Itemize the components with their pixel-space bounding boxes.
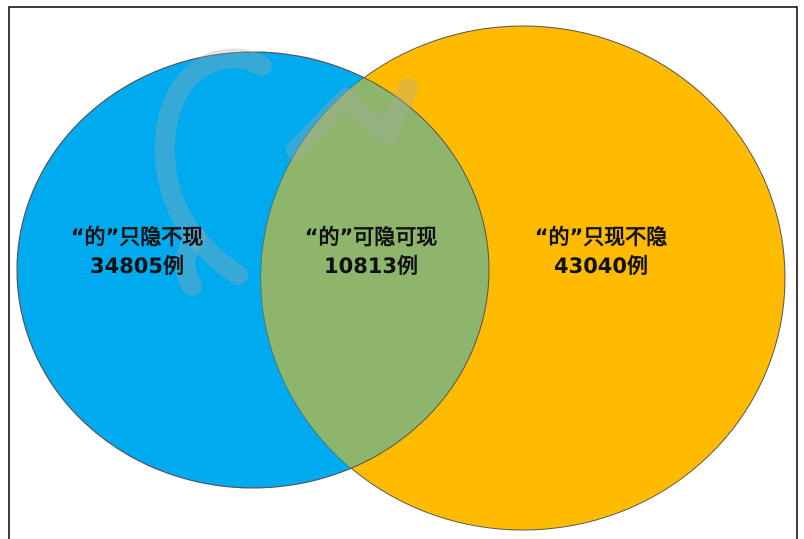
overlap-title: “的”可隐可现 bbox=[305, 225, 438, 249]
right-only-count: 43040例 bbox=[554, 254, 648, 278]
overlap-region bbox=[261, 52, 489, 488]
frame-border bbox=[8, 6, 798, 539]
overlap-count: 10813例 bbox=[324, 254, 418, 278]
overlap-left-arc bbox=[16, 51, 490, 489]
left-only-title: “的”只隐不现 bbox=[71, 225, 204, 249]
right-only-title: “的”只现不隐 bbox=[535, 225, 668, 249]
left-only-count: 34805例 bbox=[90, 254, 184, 278]
watermark-logo bbox=[154, 48, 418, 296]
